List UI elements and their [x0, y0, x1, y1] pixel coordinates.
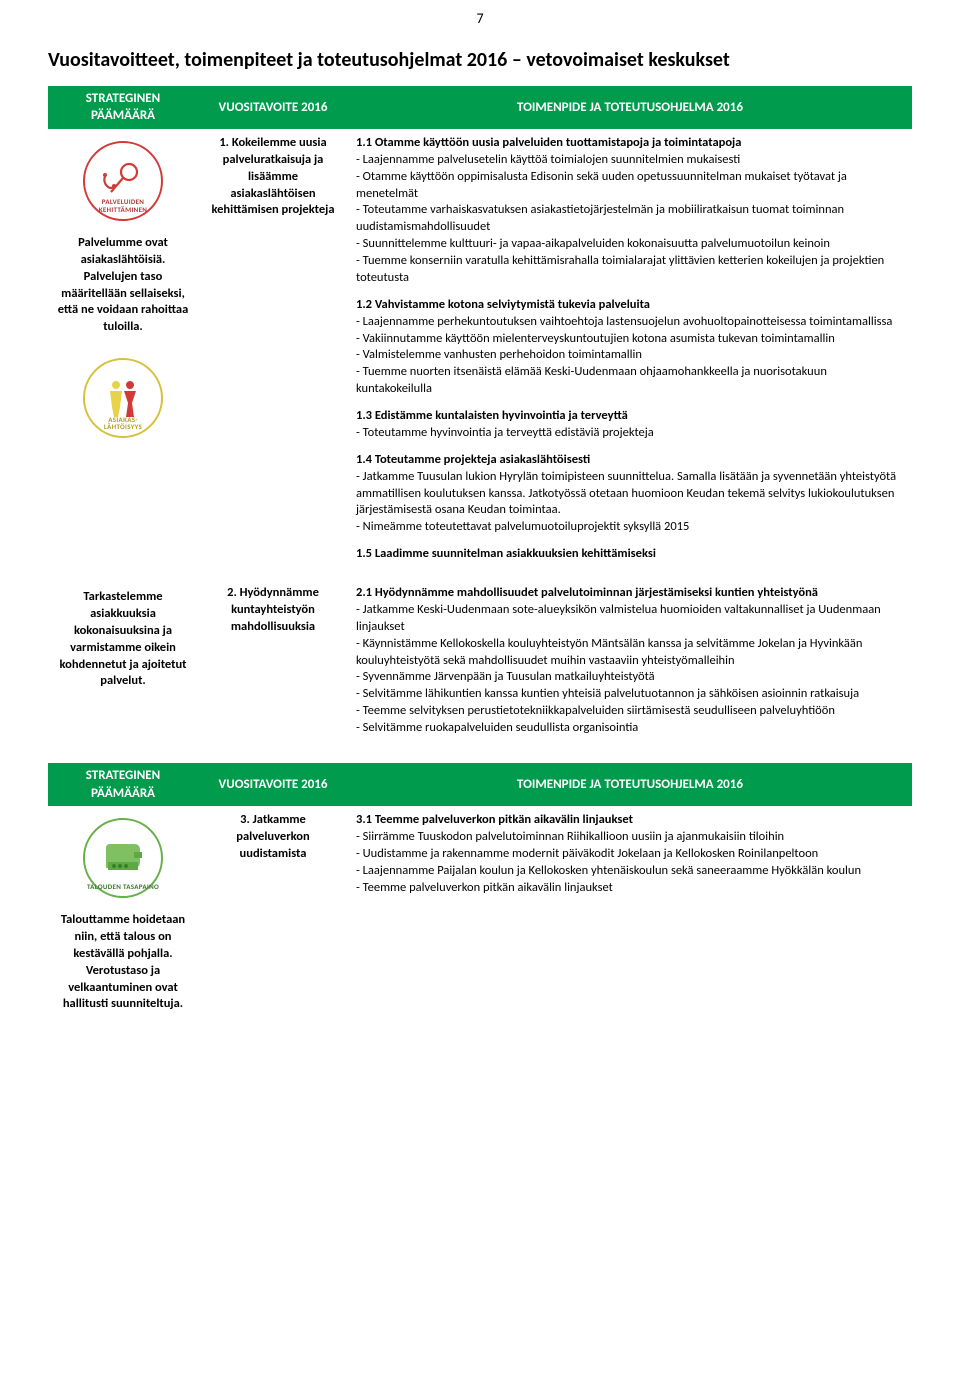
goal-cell-3: TALOUDEN TASAPAINO Talouttamme hoidetaan… — [48, 806, 198, 1019]
table-header-row: STRATEGINEN PÄÄMÄÄRÄ VUOSITAVOITE 2016 T… — [48, 86, 912, 129]
palveluiden-kehittaminen-icon: PALVELUIDEN KEHITTÄMINEN — [80, 141, 166, 227]
action-item: - Teemme palveluverkon pitkän aikavälin … — [356, 880, 904, 897]
action-list: - Laajennamme palvelusetelin käyttöä toi… — [356, 152, 904, 287]
goal-text-3: Talouttamme hoidetaan niin, että talous … — [56, 912, 190, 1013]
header-action-program: TOIMENPIDE JA TOTEUTUSOHJELMA 2016 — [348, 763, 912, 806]
target-cell-1: 1. Kokeilemme uusia palveluratkaisuja ja… — [198, 129, 348, 579]
action-list: - Jatkamme Tuusulan lukion Hyrylän toimi… — [356, 469, 904, 537]
action-block-3-1: 3.1 Teemme palveluverkon pitkän aikaväli… — [356, 812, 904, 896]
action-block-1-3: 1.3 Edistämme kuntalaisten hyvinvointia … — [356, 408, 904, 442]
action-list: - Laajennamme perhekuntoutuksen vaihtoeh… — [356, 314, 904, 398]
action-block-2-1: 2.1 Hyödynnämme mahdollisuudet palveluto… — [356, 585, 904, 737]
page-number: 7 — [0, 0, 960, 47]
action-item: - Tuemme konserniin varatulla kehittämis… — [356, 253, 904, 287]
action-item: - Jatkamme Keski-Uudenmaan sote-alueyksi… — [356, 602, 904, 636]
action-item: - Käynnistämme Kellokoskella kouluyhteis… — [356, 636, 904, 670]
action-item: - Syvennämme Järvenpään ja Tuusulan matk… — [356, 669, 904, 686]
action-list: - Siirrämme Tuuskodon palvelutoiminnan R… — [356, 829, 904, 897]
goal-cell-2: Tarkastelemme asiakkuuksia kokonaisuuksi… — [48, 579, 198, 753]
action-title: 1.2 Vahvistamme kotona selviytymistä tuk… — [356, 297, 904, 314]
action-item: - Toteutamme hyvinvointia ja terveyttä e… — [356, 425, 904, 442]
action-block-1-4: 1.4 Toteutamme projekteja asiakaslähtöis… — [356, 452, 904, 536]
action-item: - Jatkamme Tuusulan lukion Hyrylän toimi… — [356, 469, 904, 520]
action-list: - Toteutamme hyvinvointia ja terveyttä e… — [356, 425, 904, 442]
action-cell-3: 3.1 Teemme palveluverkon pitkän aikaväli… — [348, 806, 912, 1019]
action-item: - Suunnittelemme kulttuuri- ja vapaa-aik… — [356, 236, 904, 253]
table-header-row: STRATEGINEN PÄÄMÄÄRÄ VUOSITAVOITE 2016 T… — [48, 763, 912, 806]
action-item: - Toteutamme varhaiskasvatuksen asiakast… — [356, 202, 904, 236]
table-row: TALOUDEN TASAPAINO Talouttamme hoidetaan… — [48, 806, 912, 1019]
action-item: - Tuemme nuorten itsenäistä elämää Keski… — [356, 364, 904, 398]
goal-cell-1: PALVELUIDEN KEHITTÄMINEN Palvelumme ovat… — [48, 129, 198, 579]
table-row: Tarkastelemme asiakkuuksia kokonaisuuksi… — [48, 579, 912, 753]
action-title: 1.4 Toteutamme projekteja asiakaslähtöis… — [356, 452, 904, 469]
talouden-tasapaino-icon: TALOUDEN TASAPAINO — [80, 818, 166, 904]
strategy-table-1: STRATEGINEN PÄÄMÄÄRÄ VUOSITAVOITE 2016 T… — [48, 86, 912, 753]
action-item: - Vakiinnutamme käyttöön mielenterveysku… — [356, 331, 904, 348]
action-item: - Nimeämme toteutettavat palvelumuotoilu… — [356, 519, 904, 536]
header-strategic-goal: STRATEGINEN PÄÄMÄÄRÄ — [48, 86, 198, 129]
icon-label: TALOUDEN TASAPAINO — [85, 883, 161, 890]
action-item: - Uudistamme ja rakennamme modernit päiv… — [356, 846, 904, 863]
strategy-table-2: STRATEGINEN PÄÄMÄÄRÄ VUOSITAVOITE 2016 T… — [48, 763, 912, 1019]
icon-label: PALVELUIDEN KEHITTÄMINEN — [85, 198, 161, 213]
header-strategic-goal: STRATEGINEN PÄÄMÄÄRÄ — [48, 763, 198, 806]
action-item: - Siirrämme Tuuskodon palvelutoiminnan R… — [356, 829, 904, 846]
page-content: Vuositavoitteet, toimenpiteet ja toteutu… — [0, 47, 960, 1059]
action-block-1-2: 1.2 Vahvistamme kotona selviytymistä tuk… — [356, 297, 904, 398]
action-item: - Laajennamme perhekuntoutuksen vaihtoeh… — [356, 314, 904, 331]
action-cell-1: 1.1 Otamme käyttöön uusia palveluiden tu… — [348, 129, 912, 579]
header-action-program: TOIMENPIDE JA TOTEUTUSOHJELMA 2016 — [348, 86, 912, 129]
action-title: 1.3 Edistämme kuntalaisten hyvinvointia … — [356, 408, 904, 425]
action-block-1-1: 1.1 Otamme käyttöön uusia palveluiden tu… — [356, 135, 904, 287]
table-row: PALVELUIDEN KEHITTÄMINEN Palvelumme ovat… — [48, 129, 912, 579]
header-annual-target: VUOSITAVOITE 2016 — [198, 763, 348, 806]
page-title: Vuositavoitteet, toimenpiteet ja toteutu… — [48, 47, 912, 74]
action-title: 1.5 Laadimme suunnitelman asiakkuuksien … — [356, 546, 904, 563]
action-list: - Jatkamme Keski-Uudenmaan sote-alueyksi… — [356, 602, 904, 737]
goal-text-2: Tarkastelemme asiakkuuksia kokonaisuuksi… — [56, 589, 190, 690]
action-item: - Selvitämme lähikuntien kanssa kuntien … — [356, 686, 904, 703]
action-block-1-5: 1.5 Laadimme suunnitelman asiakkuuksien … — [356, 546, 904, 563]
action-item: - Teemme selvityksen perustietotekniikka… — [356, 703, 904, 720]
asiakas-lahtoisyys-icon: ASIAKAS-LÄHTÖISYYS — [80, 358, 166, 444]
icon-label: ASIAKAS-LÄHTÖISYYS — [85, 416, 161, 431]
action-item: - Valmistelemme vanhusten perhehoidon to… — [356, 347, 904, 364]
action-cell-2: 2.1 Hyödynnämme mahdollisuudet palveluto… — [348, 579, 912, 753]
action-item: - Laajennamme palvelusetelin käyttöä toi… — [356, 152, 904, 169]
target-cell-2: 2. Hyödynnämme kuntayhteistyön mahdollis… — [198, 579, 348, 753]
header-annual-target: VUOSITAVOITE 2016 — [198, 86, 348, 129]
target-cell-3: 3. Jatkamme palveluverkon uudistamista — [198, 806, 348, 1019]
action-title: 2.1 Hyödynnämme mahdollisuudet palveluto… — [356, 585, 904, 602]
action-title: 3.1 Teemme palveluverkon pitkän aikaväli… — [356, 812, 904, 829]
goal-text-1: Palvelumme ovat asiakaslähtöisiä. Palvel… — [56, 235, 190, 336]
action-title: 1.1 Otamme käyttöön uusia palveluiden tu… — [356, 135, 904, 152]
action-item: - Laajennamme Paijalan koulun ja Kelloko… — [356, 863, 904, 880]
action-item: - Otamme käyttöön oppimisalusta Edisonin… — [356, 169, 904, 203]
action-item: - Selvitämme ruokapalveluiden seudullist… — [356, 720, 904, 737]
